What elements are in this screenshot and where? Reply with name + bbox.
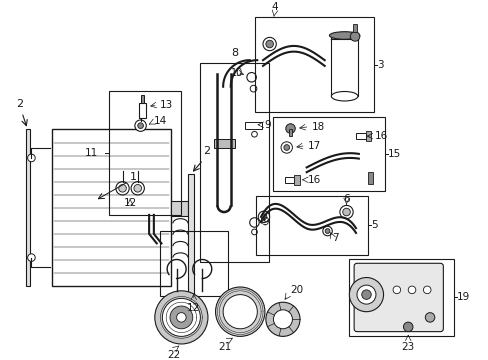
Circle shape [251, 229, 257, 235]
Circle shape [284, 145, 289, 150]
Bar [288, 129, 292, 136]
Text: 5: 5 [370, 220, 377, 230]
Bar [139, 103, 146, 118]
Circle shape [176, 312, 186, 322]
Circle shape [342, 208, 349, 216]
Circle shape [392, 286, 400, 294]
Text: 9: 9 [262, 217, 268, 228]
Bar [244, 122, 262, 130]
Text: 10: 10 [230, 68, 243, 77]
Circle shape [134, 185, 141, 192]
Text: 6: 6 [343, 194, 349, 204]
Circle shape [27, 254, 35, 261]
Circle shape [265, 302, 300, 336]
Text: 4: 4 [270, 2, 277, 12]
Circle shape [349, 32, 359, 41]
Circle shape [170, 306, 192, 329]
Circle shape [223, 294, 257, 329]
Circle shape [356, 285, 375, 304]
Text: 3: 3 [376, 60, 383, 70]
Bar [273, 117, 385, 191]
Bar [171, 201, 188, 216]
Circle shape [119, 185, 126, 192]
Text: 8: 8 [230, 48, 238, 58]
Circle shape [162, 298, 200, 336]
Text: 22: 22 [167, 350, 180, 360]
Circle shape [407, 286, 415, 294]
Text: 7: 7 [332, 233, 338, 243]
Bar [26, 130, 30, 286]
Text: 12: 12 [187, 303, 200, 313]
Text: 2: 2 [17, 99, 23, 109]
Ellipse shape [331, 91, 357, 101]
Bar [348, 258, 453, 336]
Bar [256, 196, 367, 255]
Bar [188, 174, 193, 312]
Circle shape [348, 278, 383, 312]
Circle shape [251, 131, 257, 137]
Text: 19: 19 [456, 292, 469, 302]
Circle shape [250, 85, 256, 92]
Bar [355, 133, 365, 139]
Circle shape [135, 120, 146, 131]
FancyBboxPatch shape [353, 263, 443, 332]
Circle shape [131, 182, 144, 195]
Circle shape [425, 312, 434, 322]
Circle shape [249, 218, 259, 227]
Text: 21: 21 [218, 342, 231, 352]
Circle shape [265, 40, 273, 48]
Ellipse shape [331, 35, 357, 44]
Text: 11: 11 [84, 148, 98, 158]
Circle shape [339, 206, 352, 219]
Circle shape [258, 211, 269, 222]
Circle shape [138, 123, 143, 129]
Text: 18: 18 [311, 122, 324, 132]
Circle shape [361, 290, 370, 300]
Circle shape [423, 286, 430, 294]
Text: 2: 2 [203, 146, 210, 156]
Circle shape [403, 322, 412, 332]
Text: 9: 9 [264, 120, 270, 130]
Circle shape [155, 291, 207, 344]
Circle shape [246, 72, 256, 82]
Bar [109, 91, 181, 215]
Bar [284, 177, 294, 183]
Circle shape [322, 226, 332, 236]
Circle shape [27, 154, 35, 162]
Circle shape [325, 229, 329, 233]
Circle shape [263, 37, 276, 51]
Text: 17: 17 [307, 141, 320, 150]
Text: 15: 15 [387, 149, 401, 159]
Bar [367, 172, 372, 184]
Bar [255, 18, 373, 112]
Bar [352, 24, 356, 32]
Bar [140, 95, 144, 103]
Text: 14: 14 [154, 116, 167, 126]
Text: 20: 20 [290, 285, 303, 294]
Bar [52, 130, 171, 286]
Text: 16: 16 [307, 175, 320, 185]
Circle shape [215, 287, 264, 336]
Bar [331, 39, 357, 96]
Ellipse shape [329, 32, 359, 39]
Text: 1: 1 [129, 172, 136, 182]
Bar [200, 63, 268, 262]
Circle shape [273, 310, 292, 329]
Bar [213, 139, 234, 148]
Text: 12: 12 [123, 198, 137, 208]
Text: 16: 16 [374, 131, 387, 141]
Circle shape [116, 182, 129, 195]
Circle shape [281, 142, 292, 153]
Text: 13: 13 [159, 100, 172, 110]
Bar [159, 231, 227, 296]
Text: 23: 23 [401, 342, 414, 352]
Circle shape [261, 214, 266, 220]
Circle shape [285, 124, 295, 133]
Bar [365, 131, 370, 141]
Bar [294, 175, 300, 185]
